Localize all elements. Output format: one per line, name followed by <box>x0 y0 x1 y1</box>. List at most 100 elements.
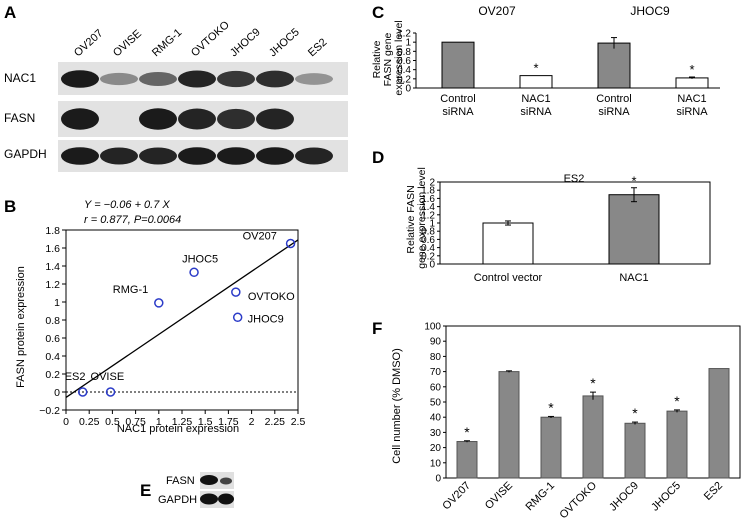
scatter-point <box>105 387 116 397</box>
scatter-chart-b: Y = −0.06 + 0.7 X r = 0.877, P=0.0064 FA… <box>15 199 305 435</box>
y-tick-label: 40 <box>430 413 442 424</box>
panel-letter-f: F <box>372 319 382 338</box>
chart-b-stats: r = 0.877, P=0.0064 <box>84 214 181 226</box>
blot-band <box>178 70 216 88</box>
scatter-point <box>154 298 164 308</box>
blot-band <box>139 108 177 130</box>
blot-band <box>178 147 216 165</box>
bar <box>519 75 553 89</box>
blot-e-band <box>218 493 234 505</box>
x-category-label: Control vector <box>474 272 543 284</box>
bar <box>666 410 688 479</box>
y-tick-label: 0.6 <box>45 333 60 345</box>
x-tick-label: 1.5 <box>198 416 213 428</box>
y-tick-label: 60 <box>430 382 442 393</box>
blot-band <box>61 108 99 130</box>
x-tick-label: 1 <box>156 416 162 428</box>
y-tick-label: 0.2 <box>421 251 435 262</box>
x-tick-label: 0.75 <box>125 416 146 428</box>
blot-band <box>100 147 138 165</box>
bar <box>456 441 478 479</box>
blot-band <box>217 70 255 88</box>
bar <box>540 416 562 479</box>
blot-band <box>256 108 294 130</box>
significance-star: * <box>464 424 470 440</box>
chart-f-ylabel: Cell number (% DMSO) <box>391 348 403 464</box>
chart-b-equation: Y = −0.06 + 0.7 X <box>84 199 170 211</box>
y-tick-label: 1.2 <box>421 210 435 221</box>
bar <box>624 422 646 479</box>
bar <box>597 42 631 89</box>
point-label: OVISE <box>91 371 125 383</box>
y-tick-label: 1.4 <box>45 261 60 273</box>
y-tick-label: 2 <box>429 178 435 189</box>
x-tick-label: 1.25 <box>172 416 193 428</box>
x-category-label: OVTOKO <box>557 479 599 520</box>
blot-band <box>256 147 294 165</box>
bar <box>708 368 730 479</box>
y-tick-label: 10 <box>430 458 442 469</box>
bar <box>582 395 604 479</box>
blot-lane-label: OVTOKO <box>189 19 232 60</box>
blot-band <box>61 147 99 165</box>
bar <box>608 194 660 265</box>
y-tick-label: 80 <box>430 352 442 363</box>
x-category-label: siRNA <box>598 106 630 118</box>
bar-chart-d: ES2 Relative FASN gene expression level … <box>405 167 711 284</box>
western-blot-a: NAC1 FASN GAPDH OV207 OVISE RMG-1 OVTOKOJHO… <box>4 19 348 172</box>
scatter-point <box>285 238 296 249</box>
y-tick-label: 1.4 <box>421 202 435 213</box>
panel-letter-e: E <box>140 481 151 500</box>
chart-d-ylabel: Relative FASN gene expression level <box>405 167 428 269</box>
y-tick-label: 0.8 <box>421 227 435 238</box>
y-tick-label: 1.2 <box>397 29 411 40</box>
y-tick-label: −0.2 <box>39 405 60 417</box>
x-tick-label: 1.75 <box>218 416 239 428</box>
blot-row-label: NAC1 FASN GAPDH <box>4 71 47 161</box>
blot-band <box>295 73 333 85</box>
x-category-label: JHOC5 <box>649 480 683 514</box>
significance-star: * <box>674 393 680 409</box>
x-category-label: Control <box>596 93 631 105</box>
significance-star: * <box>632 405 638 421</box>
x-tick-label: 0.25 <box>79 416 100 428</box>
chart-c-ylabel-line3: expression level <box>393 20 405 95</box>
panel-letter-b: B <box>4 197 16 216</box>
bar <box>441 41 475 89</box>
y-tick-label: 50 <box>430 398 442 409</box>
y-tick-label: 0.6 <box>421 235 435 246</box>
y-tick-label: 0.2 <box>45 369 60 381</box>
panel-letter-c: C <box>372 3 384 22</box>
x-category-label: OV207 <box>440 480 473 513</box>
panel-letter-d: D <box>372 148 384 167</box>
significance-star: * <box>533 61 538 76</box>
y-tick-label: 1.8 <box>45 225 60 237</box>
significance-star: * <box>548 399 554 415</box>
blot-band <box>217 108 255 130</box>
blot-e-label-fasn: FASN <box>166 475 195 487</box>
bar <box>482 222 534 265</box>
significance-star: * <box>590 375 596 391</box>
point-label: JHOC5 <box>182 253 218 265</box>
y-tick-label: 90 <box>430 337 442 348</box>
chart-d-title: ES2 <box>564 173 585 185</box>
x-category-label: RMG-1 <box>524 480 558 514</box>
y-tick-label: 70 <box>430 367 442 378</box>
blot-band <box>139 147 177 165</box>
y-tick-label: 0 <box>54 387 60 399</box>
y-tick-label: 1.6 <box>45 243 60 255</box>
blot-band <box>100 72 138 86</box>
bar-chart-f: Cell number (% DMSO) 0 10 20 30 40 50 60 70 80 90… <box>391 322 741 520</box>
x-category-label: siRNA <box>442 106 474 118</box>
scatter-point <box>232 312 243 323</box>
blot-lane-label: JHOC5 <box>267 26 302 59</box>
blot-label-gapdh: GAPDH <box>4 147 47 161</box>
chart-d-ylabel-line1: Relative FASN <box>405 185 417 253</box>
blot-band <box>139 72 177 86</box>
chart-b-ylabel: FASN protein expression <box>15 266 27 388</box>
blot-band <box>256 70 294 88</box>
y-tick-label: 0.6 <box>397 56 411 67</box>
point-label: RMG-1 <box>113 284 148 296</box>
x-category-label: siRNA <box>520 106 552 118</box>
